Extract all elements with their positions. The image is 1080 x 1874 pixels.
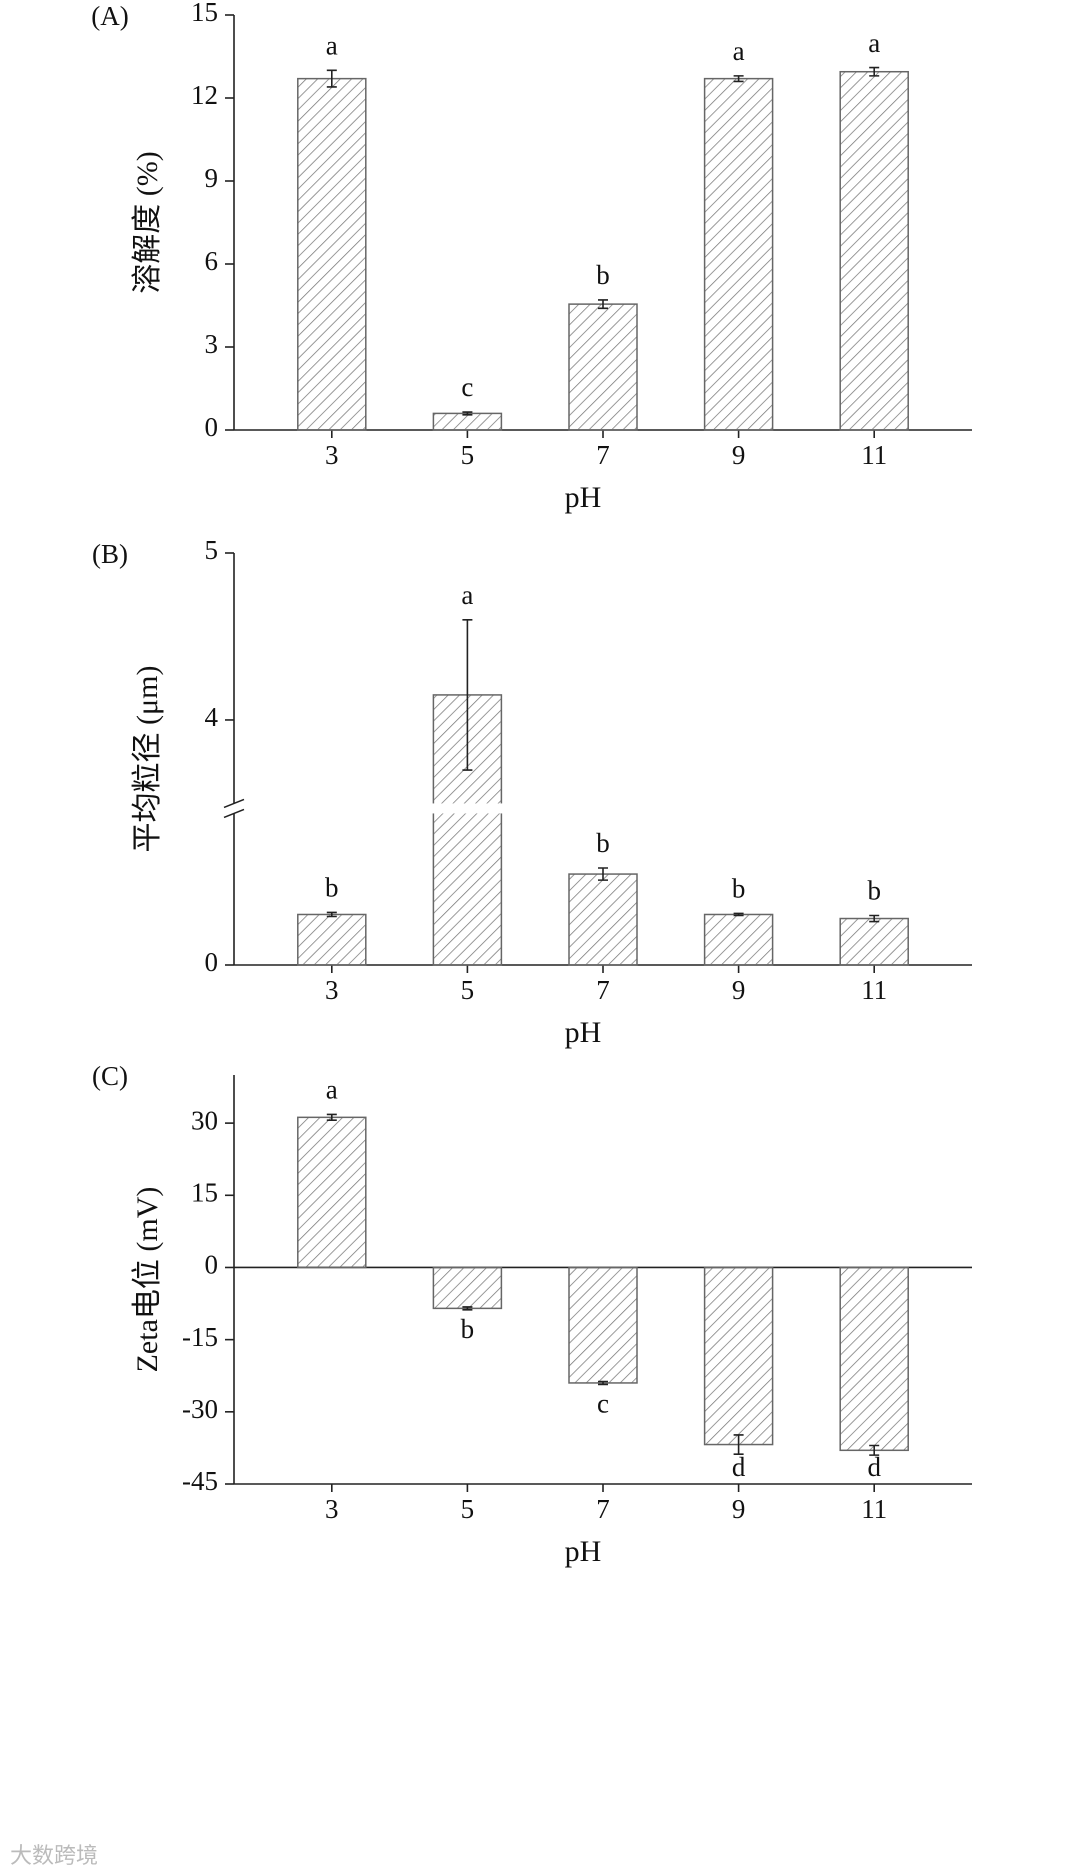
error-bar bbox=[869, 66, 880, 77]
y-axis-title: 平均粒径 (μm) bbox=[131, 666, 164, 853]
x-tick-label: 5 bbox=[461, 1494, 475, 1524]
y-tick-label: -45 bbox=[182, 1466, 218, 1496]
y-tick-label: 15 bbox=[191, 0, 218, 27]
bar bbox=[432, 412, 503, 431]
y-tick-label: 0 bbox=[205, 412, 219, 442]
bar bbox=[703, 77, 774, 431]
significance-label: d bbox=[867, 1452, 881, 1482]
x-tick-label: 11 bbox=[861, 975, 887, 1005]
significance-label: a bbox=[461, 580, 473, 610]
y-tick-label: 0 bbox=[205, 947, 219, 977]
significance-label: a bbox=[733, 36, 745, 66]
error-bar bbox=[462, 1306, 473, 1311]
significance-label: c bbox=[597, 1389, 609, 1419]
x-tick-label: 9 bbox=[732, 975, 746, 1005]
x-tick-label: 9 bbox=[732, 440, 746, 470]
error-bar bbox=[326, 69, 337, 88]
y-tick-label: -15 bbox=[182, 1322, 218, 1352]
error-bar bbox=[733, 75, 744, 83]
x-tick-label: 7 bbox=[596, 1494, 610, 1524]
x-tick-label: 5 bbox=[461, 975, 475, 1005]
x-tick-label: 7 bbox=[596, 440, 610, 470]
significance-label: d bbox=[732, 1452, 746, 1482]
error-bar bbox=[869, 914, 880, 923]
error-bar bbox=[326, 911, 337, 918]
bar bbox=[568, 1266, 638, 1384]
panel-label: (C) bbox=[92, 1061, 128, 1091]
bar bbox=[568, 873, 638, 966]
significance-label: c bbox=[461, 372, 473, 402]
significance-label: a bbox=[868, 28, 880, 58]
x-axis-title: pH bbox=[565, 481, 602, 514]
bar bbox=[839, 1266, 909, 1452]
x-tick-label: 7 bbox=[596, 975, 610, 1005]
error-bar bbox=[326, 1113, 337, 1122]
y-tick-label: 15 bbox=[191, 1177, 218, 1207]
x-axis-title: pH bbox=[565, 1016, 602, 1049]
y-tick-label: 4 bbox=[205, 702, 219, 732]
axis-break-gap bbox=[222, 803, 972, 814]
significance-label: a bbox=[326, 1075, 338, 1105]
bar bbox=[297, 913, 367, 966]
error-bar bbox=[733, 912, 744, 917]
bar bbox=[297, 77, 367, 431]
significance-label: b bbox=[732, 874, 746, 904]
bar bbox=[839, 917, 909, 966]
error-bar bbox=[733, 1434, 744, 1455]
bar bbox=[432, 1266, 503, 1310]
significance-label: b bbox=[461, 1314, 475, 1344]
x-tick-label: 9 bbox=[732, 1494, 746, 1524]
error-bar bbox=[869, 1444, 880, 1456]
bar bbox=[839, 70, 909, 431]
error-bar bbox=[598, 1380, 608, 1386]
y-tick-label: 30 bbox=[191, 1105, 218, 1135]
x-tick-label: 11 bbox=[861, 1494, 887, 1524]
x-tick-label: 5 bbox=[461, 440, 475, 470]
significance-label: b bbox=[596, 828, 610, 858]
watermark: 大数跨境 bbox=[10, 1844, 98, 1869]
significance-label: a bbox=[326, 31, 338, 61]
y-tick-label: 3 bbox=[205, 329, 219, 359]
x-axis-title: pH bbox=[565, 1535, 602, 1568]
bar bbox=[703, 913, 774, 966]
x-tick-label: 3 bbox=[325, 975, 339, 1005]
significance-label: b bbox=[325, 873, 339, 903]
bar bbox=[297, 1116, 367, 1269]
axis-break-mark bbox=[223, 798, 245, 819]
y-tick-label: 9 bbox=[205, 163, 219, 193]
x-tick-label: 3 bbox=[325, 1494, 339, 1524]
bar bbox=[568, 303, 638, 431]
y-axis-title: Zeta电位 (mV) bbox=[131, 1187, 164, 1373]
y-tick-label: 5 bbox=[205, 535, 219, 565]
y-tick-label: 6 bbox=[205, 246, 219, 276]
bar bbox=[703, 1266, 774, 1446]
panel-label: (B) bbox=[92, 539, 128, 569]
error-bar bbox=[462, 411, 473, 416]
significance-label: b bbox=[596, 260, 610, 290]
x-tick-label: 11 bbox=[861, 440, 887, 470]
error-bar bbox=[598, 299, 608, 310]
y-tick-label: -30 bbox=[182, 1394, 218, 1424]
error-bar bbox=[598, 867, 608, 881]
y-tick-label: 0 bbox=[205, 1250, 219, 1280]
significance-label: b bbox=[867, 876, 881, 906]
x-tick-label: 3 bbox=[325, 440, 339, 470]
y-axis-title: 溶解度 (%) bbox=[131, 151, 164, 293]
panel-label: (A) bbox=[91, 1, 128, 31]
error-bar bbox=[462, 618, 473, 771]
y-tick-label: 12 bbox=[191, 80, 218, 110]
